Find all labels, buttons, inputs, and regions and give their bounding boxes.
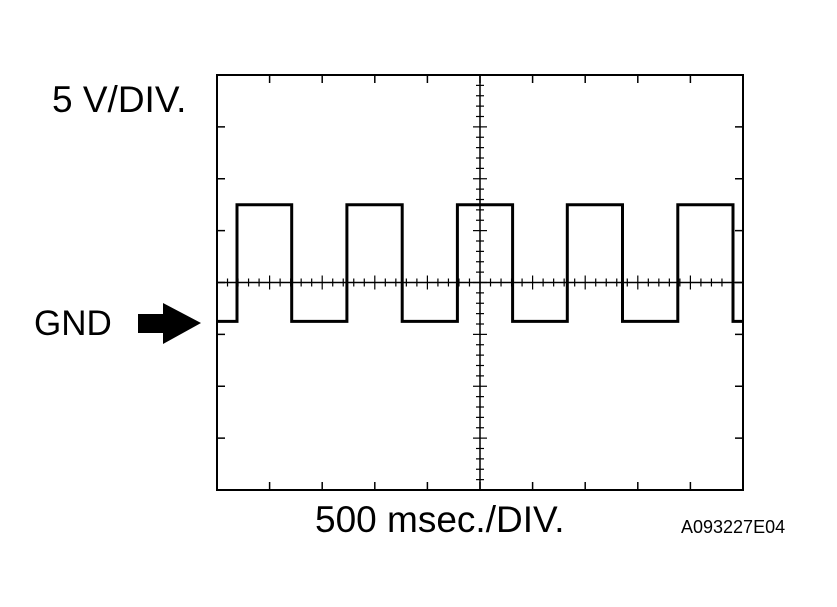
square-wave-line: [217, 203, 743, 323]
plot-frame: [216, 74, 744, 491]
ground-arrow-icon: [138, 303, 201, 344]
figure-code: A093227E04: [681, 517, 785, 537]
signal-trace: [217, 203, 743, 323]
ground-label: GND: [34, 304, 112, 343]
y-scale-label: 5 V/DIV.: [52, 79, 186, 120]
x-scale-label: 500 msec./DIV.: [315, 499, 565, 540]
scope-grid: [217, 75, 743, 490]
ground-arrow: [138, 303, 201, 344]
